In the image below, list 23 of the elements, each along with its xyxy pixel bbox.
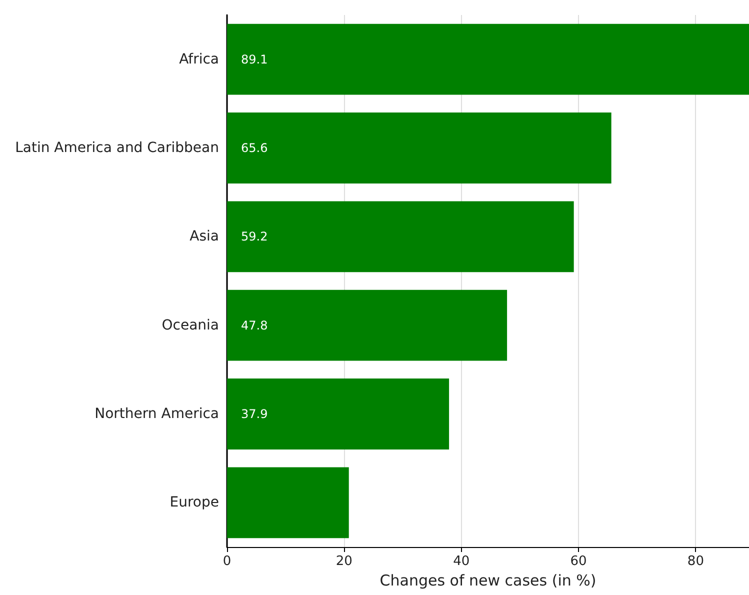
y-tick-label: Latin America and Caribbean xyxy=(15,140,219,156)
y-tick-label: Oceania xyxy=(162,317,219,334)
bar xyxy=(227,201,574,272)
x-tick-label: 80 xyxy=(687,554,704,569)
y-tick-label: Africa xyxy=(179,51,219,68)
x-tick-label: 20 xyxy=(336,554,352,569)
bar xyxy=(227,467,349,538)
bar xyxy=(227,112,612,184)
x-tick-label: 60 xyxy=(570,554,587,569)
y-tick-label: Europe xyxy=(170,494,219,511)
bar xyxy=(227,378,450,450)
data-label: 65.6 xyxy=(241,141,268,155)
data-label: 89.1 xyxy=(241,52,268,66)
data-label: 37.9 xyxy=(241,407,268,421)
bar xyxy=(227,24,749,95)
y-tick-label: Asia xyxy=(190,228,219,245)
x-tick-label: 0 xyxy=(222,554,232,569)
y-tick-label: Northern America xyxy=(94,406,219,422)
x-tick-label: 40 xyxy=(453,554,470,569)
bar xyxy=(227,290,508,361)
x-axis-title: Changes of new cases (in %) xyxy=(380,572,596,590)
data-label: 59.2 xyxy=(241,230,268,244)
data-label: 47.8 xyxy=(241,318,268,332)
